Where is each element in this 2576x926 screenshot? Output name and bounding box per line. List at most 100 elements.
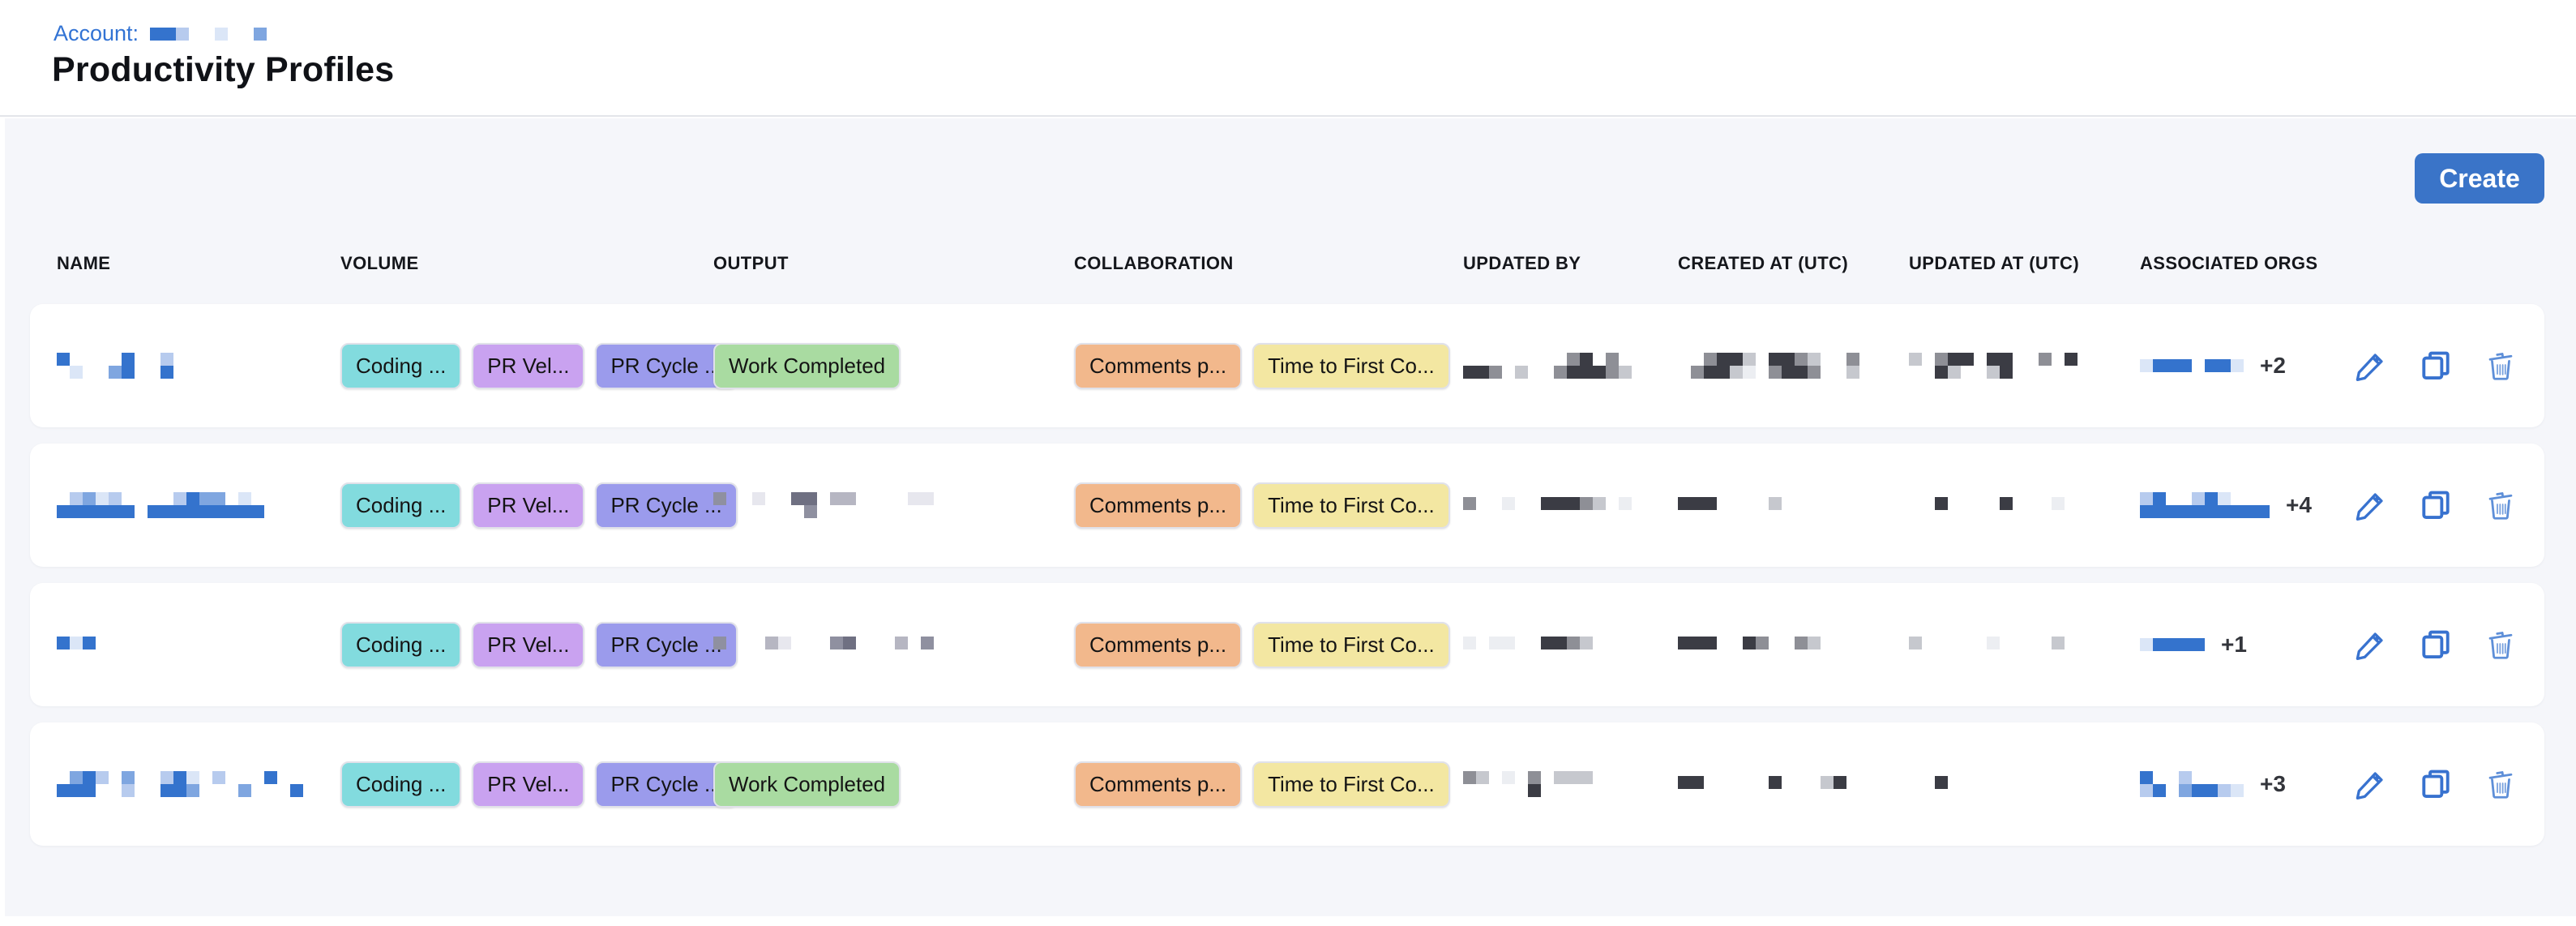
delete-icon — [2488, 492, 2513, 520]
cell-output — [713, 492, 1074, 518]
delete-profile-button[interactable] — [2484, 349, 2518, 383]
cell-updated-by — [1463, 771, 1678, 797]
duplicate-profile-button[interactable] — [2419, 628, 2453, 662]
delete-icon — [2488, 771, 2513, 799]
cell-updated-at — [1909, 496, 2140, 514]
badge-pr-velocity: PR Vel... — [472, 761, 585, 808]
duplicate-profile-button[interactable] — [2419, 767, 2453, 801]
redacted-account-blocks — [150, 28, 267, 41]
cell-associated-orgs: +4 — [2140, 492, 2334, 518]
cell-created-at — [1678, 775, 1909, 793]
edit-profile-button[interactable] — [2354, 628, 2388, 662]
redacted-profile-name — [57, 771, 303, 797]
cell-volume: Coding ... PR Vel... PR Cycle ... — [340, 482, 738, 529]
edit-profile-button[interactable] — [2354, 488, 2388, 522]
duplicate-profile-button[interactable] — [2419, 488, 2453, 522]
badge-comments: Comments p... — [1074, 482, 1243, 529]
orgs-more-count: +1 — [2221, 632, 2247, 657]
delete-icon — [2488, 353, 2513, 380]
cell-associated-orgs: +3 — [2140, 771, 2334, 797]
badge-coding: Coding ... — [340, 482, 462, 529]
column-header-associated-orgs: ASSOCIATED ORGS — [2140, 253, 2318, 273]
create-button[interactable]: Create — [2415, 153, 2544, 204]
badge-pr-velocity: PR Vel... — [472, 342, 585, 389]
badge-time-to-first: Time to First Co... — [1252, 761, 1450, 808]
redacted-org-names — [2140, 492, 2270, 518]
column-header-updated-by: UPDATED BY — [1463, 253, 1581, 273]
profile-row: Coding ... PR Vel... PR Cycle ... Work Comp… — [30, 304, 2544, 427]
badge-pr-velocity: PR Vel... — [472, 621, 585, 668]
cell-updated-at — [1909, 775, 2140, 793]
cell-volume: Coding ... PR Vel... PR Cycle ... — [340, 621, 738, 668]
duplicate-profile-button[interactable] — [2419, 349, 2453, 383]
cell-collaboration: Comments p... Time to First Co... — [1074, 761, 1463, 808]
cell-actions — [2334, 767, 2518, 801]
account-breadcrumb[interactable]: Account: — [53, 21, 267, 46]
table-header-row: NAME VOLUME OUTPUT COLLABORATION UPDATED… — [57, 251, 2518, 276]
badge-coding: Coding ... — [340, 621, 462, 668]
redacted-profile-name — [57, 353, 173, 379]
cell-updated-by — [1463, 353, 1678, 379]
column-header-created-at: CREATED AT (UTC) — [1678, 253, 1849, 273]
badge-work-completed: Work Completed — [713, 761, 901, 808]
cell-updated-by — [1463, 496, 1678, 514]
cell-actions — [2334, 349, 2518, 383]
cell-created-at — [1678, 353, 1909, 379]
redacted-updated-by — [1463, 771, 1593, 797]
copy-icon — [2422, 770, 2450, 798]
redacted-org-names — [2140, 359, 2244, 372]
cell-actions — [2334, 628, 2518, 662]
badge-comments: Comments p... — [1074, 621, 1243, 668]
redacted-updated-at — [1909, 496, 2065, 510]
redacted-account-name — [147, 21, 267, 46]
badge-pr-velocity: PR Vel... — [472, 482, 585, 529]
delete-profile-button[interactable] — [2484, 767, 2518, 801]
redacted-updated-by — [1463, 636, 1593, 649]
profile-row: Coding ... PR Vel... PR Cycle ... Comments … — [30, 583, 2544, 706]
redacted-profile-name — [57, 492, 264, 518]
redacted-org-names — [2140, 638, 2205, 651]
copy-icon — [2422, 351, 2450, 379]
profile-row: Coding ... PR Vel... PR Cycle ... Comments … — [30, 444, 2544, 567]
column-header-name: NAME — [57, 253, 111, 273]
redacted-updated-by — [1463, 353, 1658, 379]
redacted-created-at — [1678, 353, 1872, 379]
page-header: Account: Productivity Profiles — [0, 0, 2576, 117]
redacted-profile-name — [57, 636, 96, 649]
edit-icon — [2356, 632, 2383, 660]
cell-updated-by — [1463, 636, 1678, 654]
redacted-output-metrics — [713, 636, 947, 649]
orgs-more-count: +2 — [2260, 353, 2286, 378]
profiles-table-body: Coding ... PR Vel... PR Cycle ... Work Comp… — [30, 304, 2544, 862]
column-header-updated-at: UPDATED AT (UTC) — [1909, 253, 2080, 273]
page-title: Productivity Profiles — [52, 50, 395, 89]
badge-comments: Comments p... — [1074, 761, 1243, 808]
orgs-more-count: +4 — [2286, 492, 2312, 517]
cell-name — [57, 353, 340, 379]
redacted-updated-at — [1909, 636, 2077, 649]
redacted-created-at — [1678, 636, 1821, 649]
delete-profile-button[interactable] — [2484, 488, 2518, 522]
column-header-volume: VOLUME — [340, 253, 419, 273]
column-header-collaboration: COLLABORATION — [1074, 253, 1234, 273]
redacted-updated-at — [1909, 775, 1948, 789]
cell-collaboration: Comments p... Time to First Co... — [1074, 482, 1463, 529]
badge-pr-cycle: PR Cycle ... — [595, 621, 738, 668]
badge-work-completed: Work Completed — [713, 342, 901, 389]
copy-icon — [2422, 630, 2450, 658]
redacted-org-names — [2140, 771, 2244, 797]
redacted-updated-by — [1463, 496, 1632, 510]
edit-profile-button[interactable] — [2354, 767, 2388, 801]
badge-pr-cycle: PR Cycle ... — [595, 482, 738, 529]
cell-updated-at — [1909, 636, 2140, 654]
cell-actions — [2334, 488, 2518, 522]
edit-icon — [2356, 493, 2383, 521]
account-label: Account: — [53, 21, 139, 45]
edit-profile-button[interactable] — [2354, 349, 2388, 383]
badge-comments: Comments p... — [1074, 342, 1243, 389]
badge-time-to-first: Time to First Co... — [1252, 342, 1450, 389]
delete-profile-button[interactable] — [2484, 628, 2518, 662]
cell-name — [57, 771, 340, 797]
badge-time-to-first: Time to First Co... — [1252, 482, 1450, 529]
column-header-output: OUTPUT — [713, 253, 789, 273]
